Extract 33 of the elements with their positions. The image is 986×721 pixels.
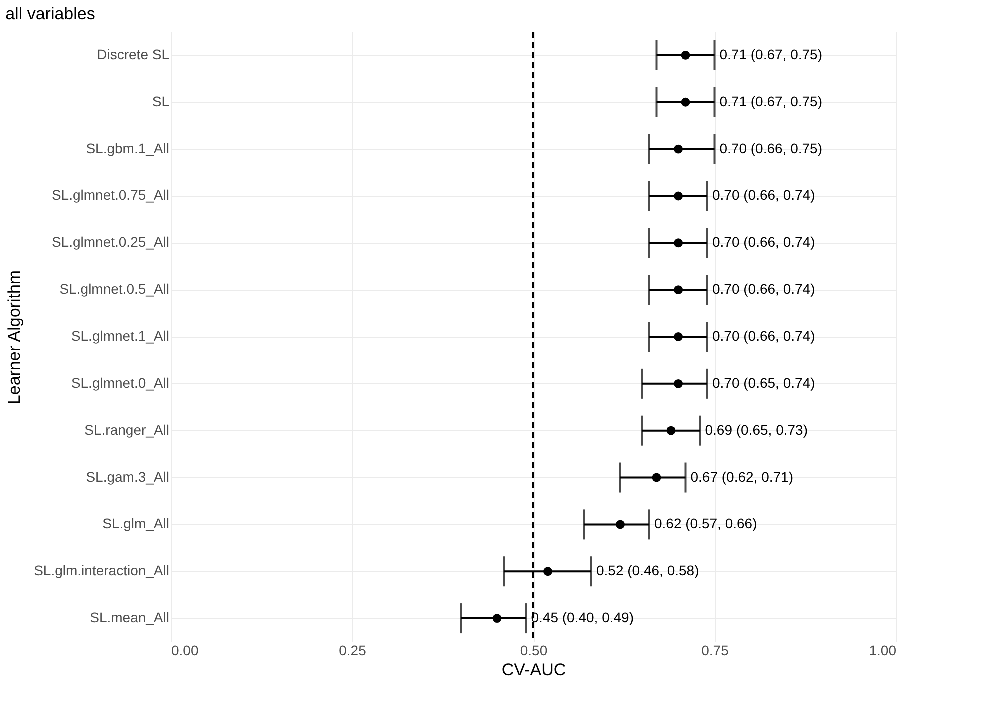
y-tick-label: SL.mean_All xyxy=(90,610,170,626)
x-tick-label: 0.00 xyxy=(172,642,199,658)
data-label: 0.62 (0.57, 0.66) xyxy=(654,516,758,532)
y-tick-label: SL.glmnet.0.75_All xyxy=(52,187,170,204)
data-label: 0.70 (0.66, 0.74) xyxy=(712,187,816,204)
y-tick-label: SL.glmnet.0.25_All xyxy=(52,234,170,250)
chart-title: all variables xyxy=(6,4,96,24)
y-tick-label: SL.glmnet.1_All xyxy=(71,328,170,344)
y-tick-label: SL.gbm.1_All xyxy=(86,140,170,156)
data-label: 0.70 (0.66, 0.74) xyxy=(712,281,816,298)
data-label: 0.70 (0.66, 0.75) xyxy=(720,140,822,156)
data-label: 0.69 (0.65, 0.73) xyxy=(705,422,808,438)
data-label: 0.71 (0.67, 0.75) xyxy=(720,93,822,110)
y-tick-label: SL.glmnet.0.5_All xyxy=(60,281,170,298)
y-tick-label: SL xyxy=(152,93,170,110)
data-label: 0.52 (0.46, 0.58) xyxy=(596,562,700,579)
x-tick-label: 0.50 xyxy=(520,642,548,658)
y-tick-label: SL.glmnet.0_All xyxy=(71,374,170,391)
x-axis-title: CV-AUC xyxy=(502,660,566,680)
x-tick-label: 0.25 xyxy=(339,642,367,658)
y-tick-label: SL.ranger_All xyxy=(84,422,170,438)
y-tick-label: Discrete SL xyxy=(97,46,170,62)
x-tick-label: 0.75 xyxy=(702,642,730,658)
x-tick-label: 1.00 xyxy=(869,642,897,658)
data-label: 0.70 (0.66, 0.74) xyxy=(712,234,816,250)
y-tick-label: SL.glm.interaction_All xyxy=(34,562,170,579)
y-tick-label: SL.glm_All xyxy=(102,516,170,532)
data-label: 0.70 (0.66, 0.74) xyxy=(712,328,816,344)
y-axis-title: Learner Algorithm xyxy=(5,270,24,405)
y-tick-label: SL.gam.3_All xyxy=(86,468,170,485)
data-label: 0.71 (0.67, 0.75) xyxy=(720,46,822,62)
data-label: 0.70 (0.65, 0.74) xyxy=(712,374,816,391)
data-label: 0.67 (0.62, 0.71) xyxy=(690,468,794,485)
